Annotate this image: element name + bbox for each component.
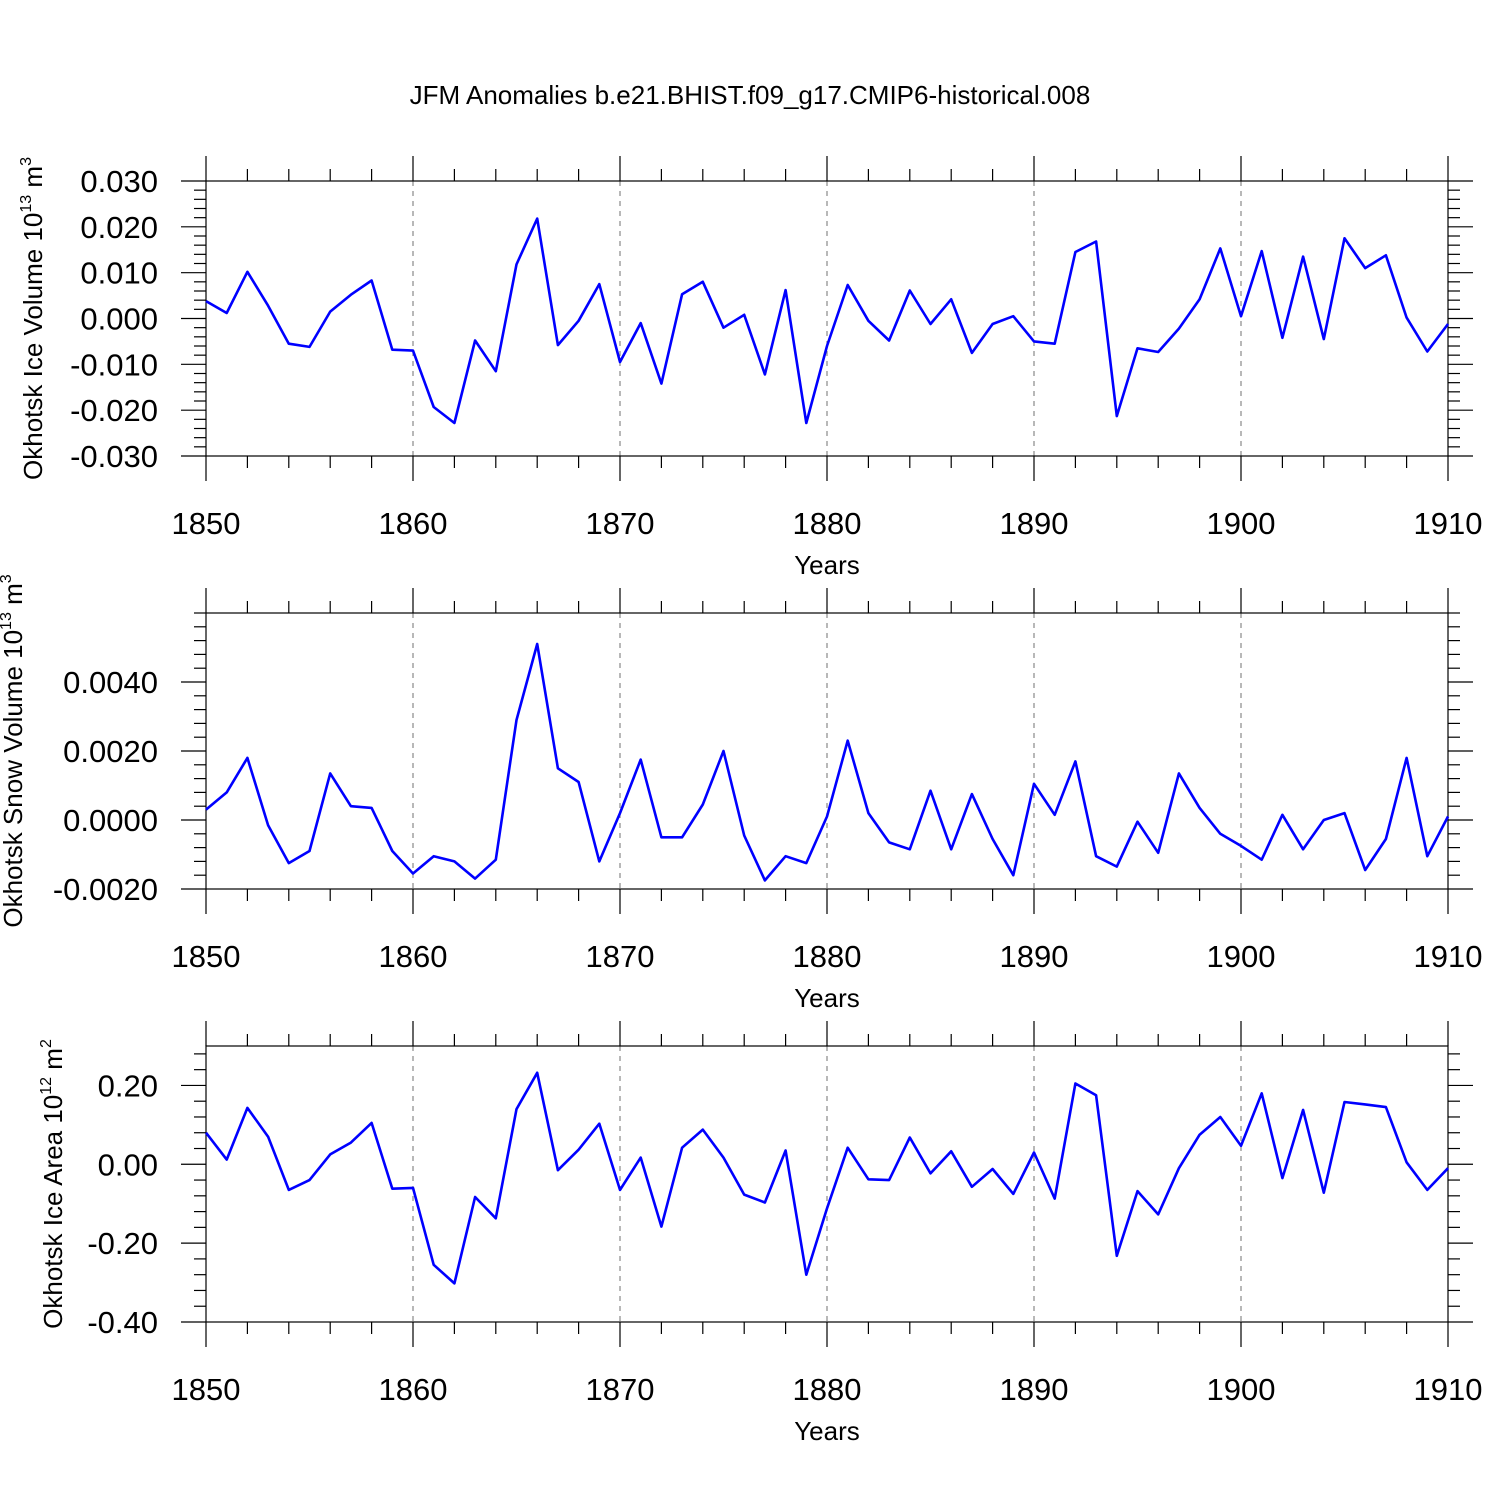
x-tick-label: 1900 bbox=[1207, 506, 1276, 541]
y-tick-label: 0.0040 bbox=[63, 665, 158, 700]
x-tick-label: 1860 bbox=[379, 506, 448, 541]
panel-2: 1850 1860 1870 1880 1890 1900 1910 Years -0.0020… bbox=[0, 574, 1482, 1013]
y-tick-label: -0.20 bbox=[87, 1226, 158, 1261]
y-axis-label: Okhotsk Ice Volume 1013 m3 bbox=[18, 157, 48, 480]
x-tick-label: 1900 bbox=[1207, 939, 1276, 974]
x-tick-label: 1900 bbox=[1207, 1372, 1276, 1407]
x-tick-label: 1880 bbox=[793, 939, 862, 974]
figure-title: JFM Anomalies b.e21.BHIST.f09_g17.CMIP6-… bbox=[410, 80, 1091, 110]
x-tick-label: 1870 bbox=[586, 1372, 655, 1407]
y-tick-label: -0.030 bbox=[70, 439, 158, 474]
y-axis-label-exponent: 12 bbox=[38, 1077, 55, 1095]
y-axis-label-unit-exponent: 3 bbox=[0, 574, 15, 583]
y-tick-label: 0.000 bbox=[80, 302, 158, 337]
y-axis-label-unit: m bbox=[18, 166, 48, 195]
y-axis-label: Okhotsk Snow Volume 1013 m3 bbox=[0, 574, 28, 927]
y-tick-label: 0.20 bbox=[98, 1068, 158, 1103]
x-axis-label: Years bbox=[794, 983, 860, 1013]
y-axis-label-text: Okhotsk Ice Area 10 bbox=[38, 1095, 68, 1329]
x-tick-label: 1910 bbox=[1414, 1372, 1483, 1407]
x-tick-label: 1870 bbox=[586, 939, 655, 974]
y-axis-label-exponent: 13 bbox=[0, 612, 15, 630]
y-axis-label-unit-exponent: 3 bbox=[18, 157, 35, 166]
y-tick-label: -0.020 bbox=[70, 393, 158, 428]
x-tick-label: 1890 bbox=[1000, 506, 1069, 541]
y-tick-label: 0.010 bbox=[80, 256, 158, 291]
y-tick-label: -0.40 bbox=[87, 1305, 158, 1340]
x-tick-label: 1870 bbox=[586, 506, 655, 541]
y-tick-label: 0.0020 bbox=[63, 734, 158, 769]
y-tick-label: 0.030 bbox=[80, 164, 158, 199]
x-tick-label: 1850 bbox=[172, 1372, 241, 1407]
y-tick-label: 0.020 bbox=[80, 210, 158, 245]
y-tick-label: -0.010 bbox=[70, 347, 158, 382]
x-tick-label: 1880 bbox=[793, 506, 862, 541]
y-axis-label-exponent: 13 bbox=[18, 195, 35, 213]
y-axis-label-text: Okhotsk Snow Volume 10 bbox=[0, 630, 28, 928]
panel-3: 1850 1860 1870 1880 1890 1900 1910 Years -0.40 -0… bbox=[38, 1021, 1482, 1446]
y-tick-label: 0.0000 bbox=[63, 803, 158, 838]
x-tick-label: 1910 bbox=[1414, 939, 1483, 974]
x-tick-label: 1850 bbox=[172, 506, 241, 541]
y-axis-label: Okhotsk Ice Area 1012 m2 bbox=[38, 1039, 68, 1329]
x-axis-label: Years bbox=[794, 550, 860, 580]
y-axis-label-unit: m bbox=[0, 583, 28, 612]
x-tick-label: 1850 bbox=[172, 939, 241, 974]
x-tick-label: 1860 bbox=[379, 939, 448, 974]
y-tick-label: 0.00 bbox=[98, 1147, 158, 1182]
x-axis-label: Years bbox=[794, 1416, 860, 1446]
x-tick-label: 1890 bbox=[1000, 939, 1069, 974]
y-axis-label-text: Okhotsk Ice Volume 10 bbox=[18, 213, 48, 480]
x-tick-label: 1910 bbox=[1414, 506, 1483, 541]
panel-1: 1850 1860 1870 1880 1890 1900 1910 Years -0.030 -… bbox=[18, 156, 1482, 580]
x-tick-label: 1890 bbox=[1000, 1372, 1069, 1407]
x-tick-label: 1860 bbox=[379, 1372, 448, 1407]
x-tick-label: 1880 bbox=[793, 1372, 862, 1407]
y-axis-label-unit: m bbox=[38, 1048, 68, 1077]
y-axis-label-unit-exponent: 2 bbox=[38, 1039, 55, 1048]
y-tick-label: -0.0020 bbox=[53, 872, 158, 907]
